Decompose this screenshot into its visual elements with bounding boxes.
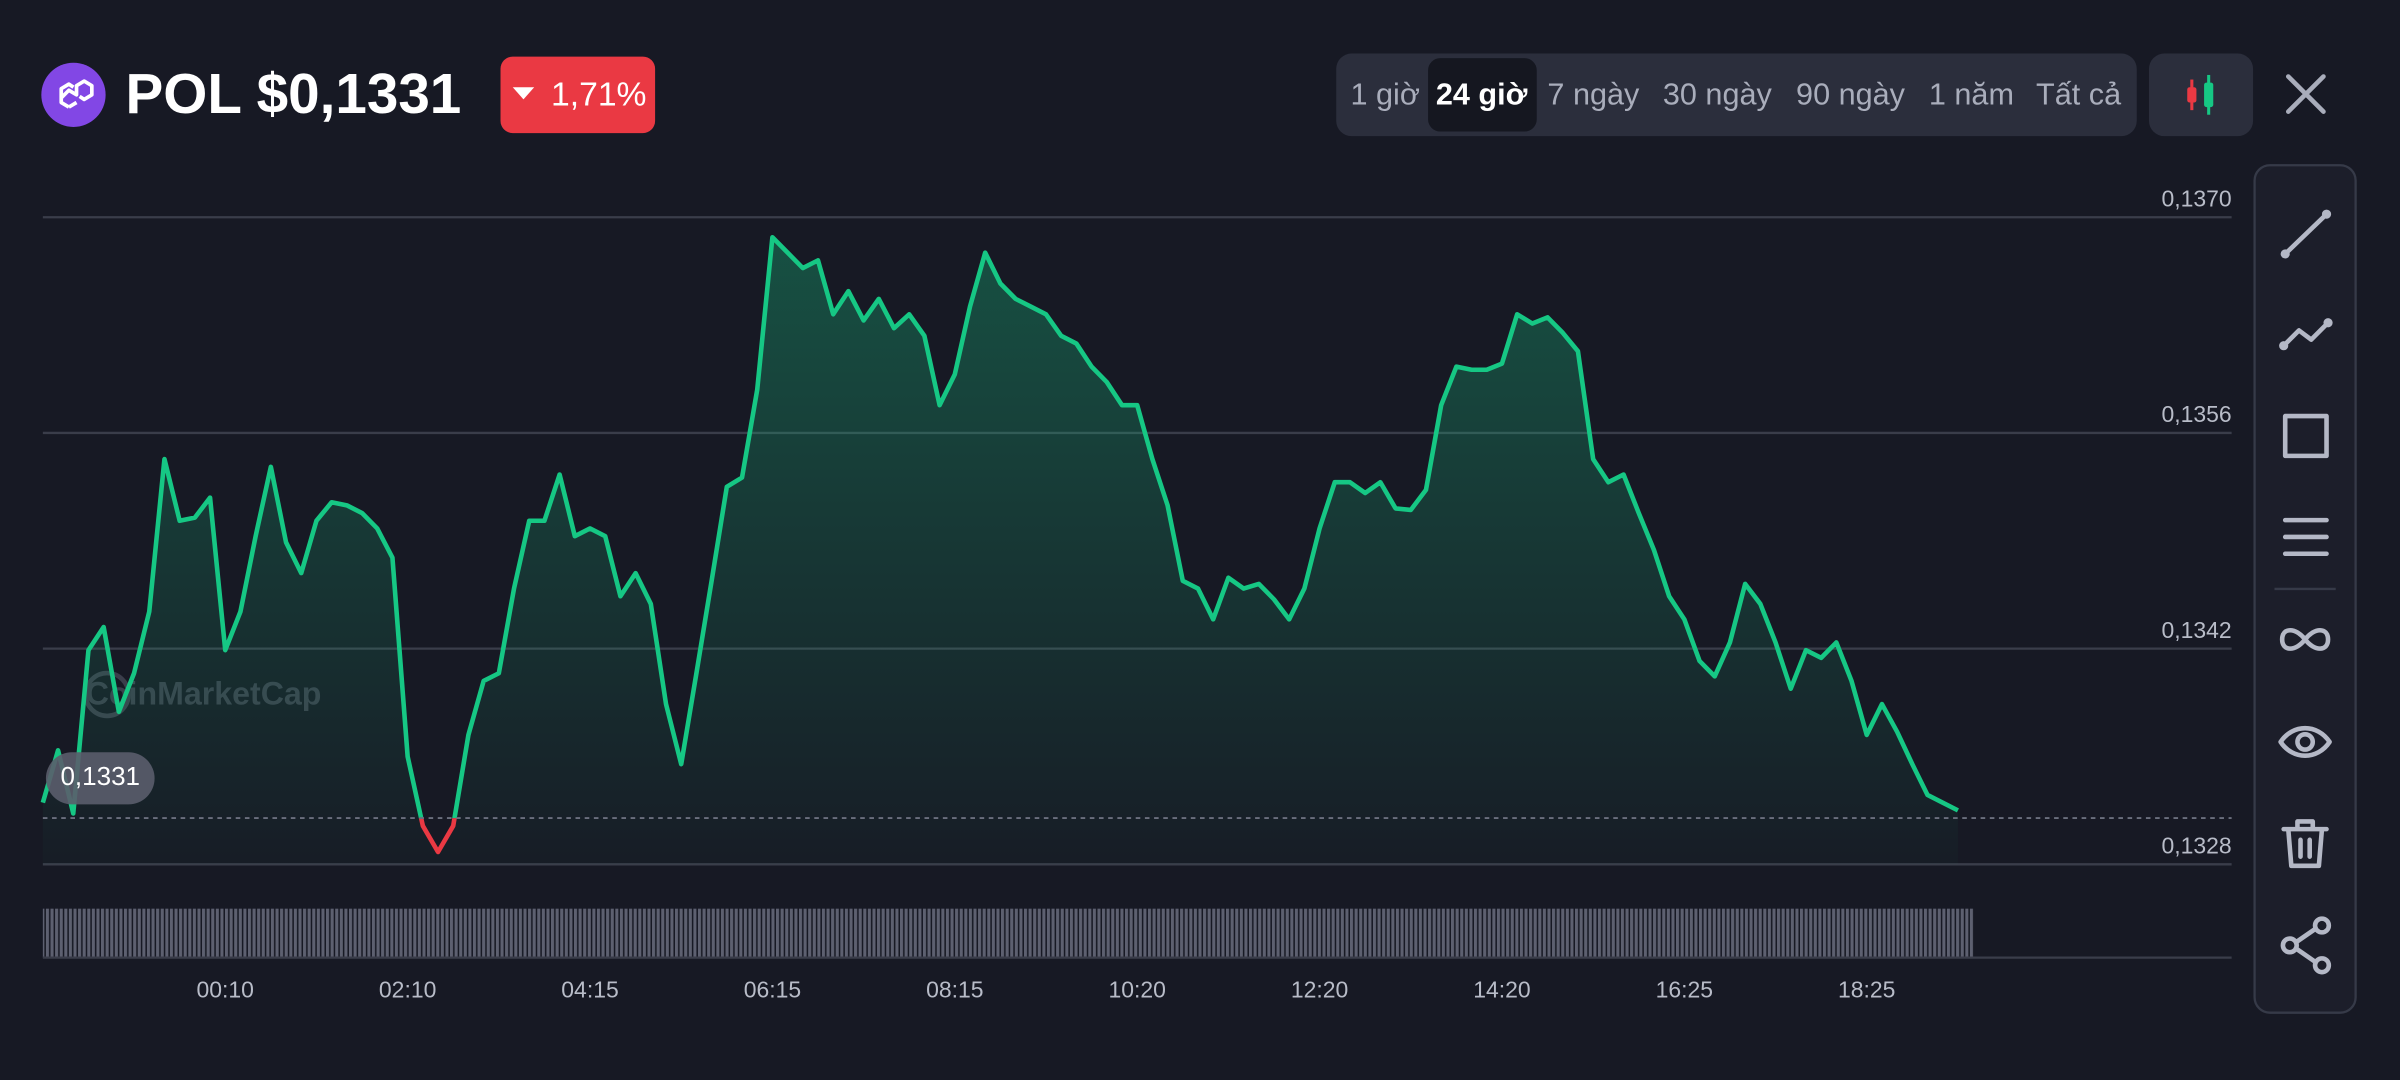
- coin-logo-glyph: [59, 79, 94, 109]
- price-area: [42, 237, 1958, 865]
- tool-rectangle[interactable]: [2282, 413, 2329, 459]
- change-badge: [500, 56, 656, 134]
- x-tick-label: 16:25: [1656, 976, 1713, 1002]
- x-tick-label: 06:15: [744, 976, 801, 1002]
- price-chart: CoinMarketCap 0,13280,13420,13560,137000…: [40, 185, 2232, 1002]
- range-tab[interactable]: 7 ngày: [1547, 77, 1640, 111]
- x-tick-label: 18:25: [1838, 976, 1895, 1002]
- range-tab[interactable]: 24 giờ: [1436, 77, 1528, 111]
- chart-type-button[interactable]: [2148, 53, 2254, 137]
- tool-line[interactable]: [2280, 209, 2332, 259]
- price-label-pill: [45, 752, 155, 805]
- x-tick-label: 10:20: [1108, 976, 1165, 1002]
- range-tab[interactable]: 90 ngày: [1796, 77, 1906, 111]
- tool-share[interactable]: [2280, 916, 2332, 975]
- tool-visibility[interactable]: [2278, 726, 2332, 758]
- y-tick-label: 0,1342: [2161, 617, 2231, 643]
- tool-magnet[interactable]: [2279, 627, 2331, 651]
- coin-title: POL $0,1331: [126, 62, 462, 125]
- y-tick-label: 0,1370: [2161, 185, 2231, 211]
- tool-delete[interactable]: [2281, 819, 2329, 869]
- down-arrow: [512, 87, 535, 100]
- x-tick-label: 14:20: [1473, 976, 1530, 1002]
- selected-tab: [1428, 58, 1537, 132]
- tool-polyline[interactable]: [2279, 318, 2333, 351]
- candle-icon: [2187, 74, 2214, 115]
- change-value: 1,71%: [551, 76, 646, 113]
- drawing-toolbar: [2253, 164, 2357, 1014]
- tool-fib[interactable]: [2282, 517, 2329, 557]
- x-tick-label: 02:10: [379, 976, 436, 1002]
- range-tab[interactable]: 30 ngày: [1663, 77, 1773, 111]
- x-tick-label: 12:20: [1291, 976, 1348, 1002]
- range-tab[interactable]: 1 năm: [1929, 77, 2014, 111]
- x-tick-label: 04:15: [561, 976, 618, 1002]
- range-tab[interactable]: 1 giờ: [1350, 77, 1419, 111]
- x-tick-label: 00:10: [197, 976, 254, 1002]
- volume-bars: [42, 908, 1975, 958]
- price-line: [40, 234, 1959, 819]
- y-tick-label: 0,1328: [2161, 833, 2231, 859]
- y-tick-label: 0,1356: [2161, 401, 2231, 427]
- tab-group: 1 giờ 24 giờ 7 ngày 30 ngày 90 ngày 1 năm Tất …: [1350, 77, 2122, 111]
- header: POL $0,1331 1,71%: [41, 56, 656, 134]
- close-button[interactable]: [2285, 74, 2326, 114]
- range-tab[interactable]: Tất cả: [2036, 77, 2122, 111]
- x-tick-label: 08:15: [926, 976, 983, 1002]
- price-label: 0,1331: [60, 761, 140, 791]
